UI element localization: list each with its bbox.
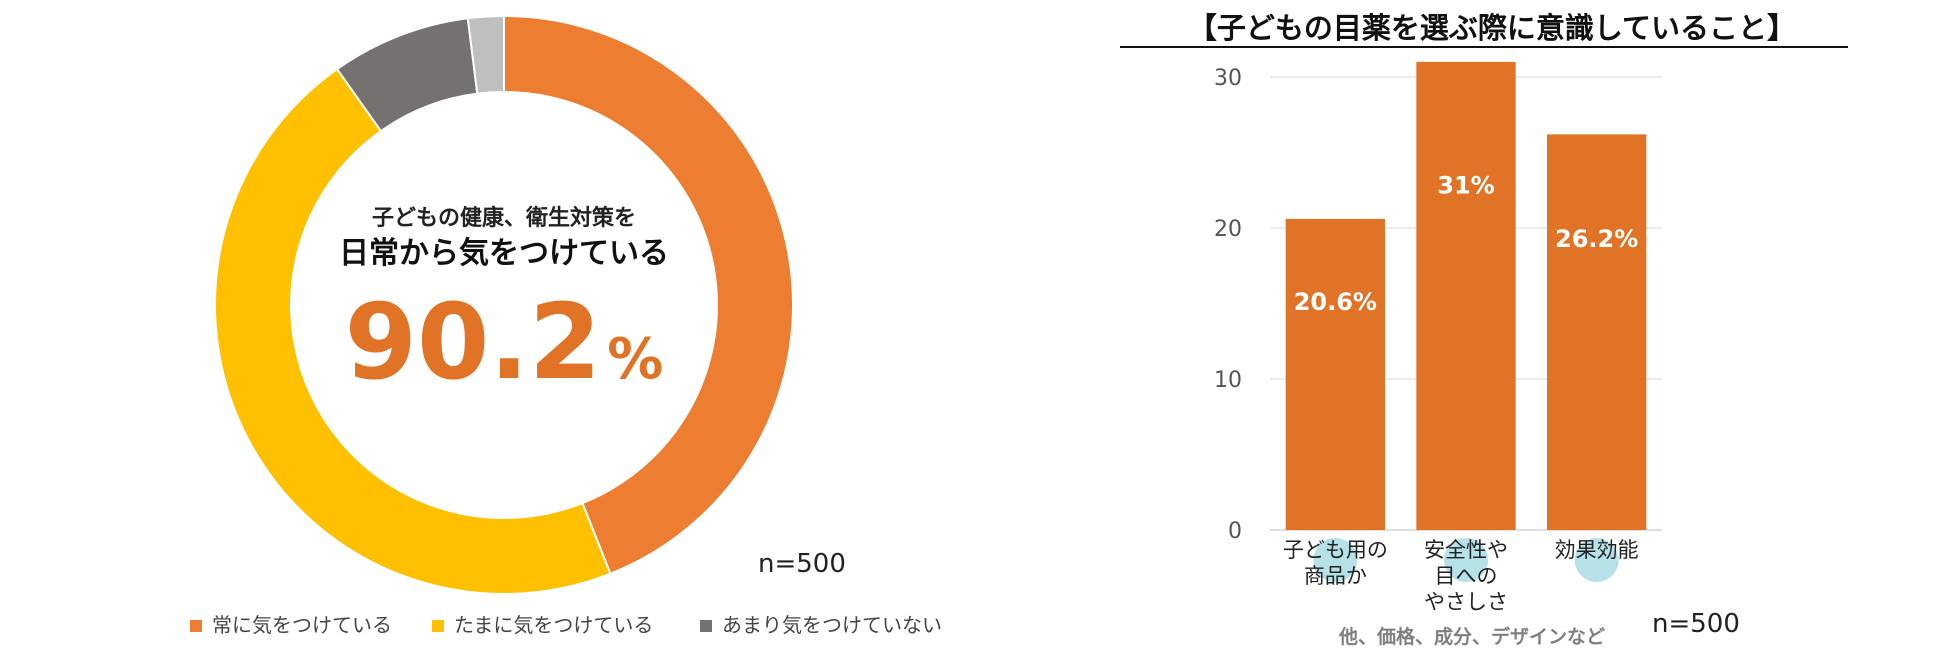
bar	[1285, 218, 1385, 530]
center-heading: 日常から気をつけている	[339, 236, 669, 271]
donut-legend: 常に気をつけている たまに気をつけている あまり気をつけていない	[190, 613, 942, 637]
x-tick-label: 効果効能	[1555, 538, 1639, 562]
bar-chart-title: 【子どもの目薬を選ぶ際に意識していること】	[1188, 11, 1796, 45]
y-axis-ticks: 0 10 20 30	[1214, 66, 1242, 544]
donut-slices	[214, 14, 794, 595]
bar-sample-size: n=500	[1652, 609, 1740, 639]
bar-data-label: 20.6%	[1294, 288, 1377, 316]
bar	[1416, 61, 1516, 531]
x-tick-label: 目への	[1435, 564, 1498, 588]
y-tick-label: 20	[1214, 217, 1242, 242]
label-highlight	[1313, 538, 1358, 582]
center-subtitle: 子どもの健康、衛生対策を	[372, 205, 636, 231]
bars: 20.6% 31% 26.2%	[1285, 61, 1647, 531]
center-percentage-unit: %	[607, 327, 663, 392]
label-highlight	[1444, 538, 1488, 582]
bar-footnote: 他、価格、成分、デザインなど	[1338, 625, 1605, 648]
y-tick-label: 0	[1228, 519, 1242, 544]
x-tick-label: 安全性や	[1424, 538, 1508, 562]
donut-slice	[214, 67, 612, 595]
donut-sample-size: n=500	[758, 549, 846, 579]
legend-swatch	[432, 620, 444, 632]
donut-slice	[466, 14, 505, 95]
legend-label: あまり気をつけていない	[722, 613, 942, 637]
legend-item: 常に気をつけている	[190, 613, 392, 637]
center-percentage-value: 90.2	[345, 281, 602, 403]
bar	[1547, 134, 1647, 530]
legend-label: たまに気をつけている	[454, 613, 653, 637]
bar-data-label: 26.2%	[1555, 225, 1638, 253]
y-tick-label: 30	[1214, 66, 1242, 91]
legend-swatch	[700, 620, 712, 632]
legend-item: たまに気をつけている	[432, 613, 653, 637]
x-tick-label: やさしさ	[1424, 590, 1508, 614]
y-tick-label: 10	[1214, 368, 1242, 393]
center-percentage: 90.2%	[345, 281, 664, 403]
legend-label: 常に気をつけている	[212, 613, 392, 637]
x-tick-label: 商品か	[1304, 564, 1367, 588]
donut-slice	[503, 14, 794, 576]
label-highlight	[1574, 538, 1619, 582]
x-tick-label: 子ども用の	[1283, 538, 1388, 562]
legend-swatch	[190, 620, 202, 632]
bar-data-label: 31%	[1437, 172, 1494, 200]
legend-item: あまり気をつけていない	[700, 613, 942, 637]
